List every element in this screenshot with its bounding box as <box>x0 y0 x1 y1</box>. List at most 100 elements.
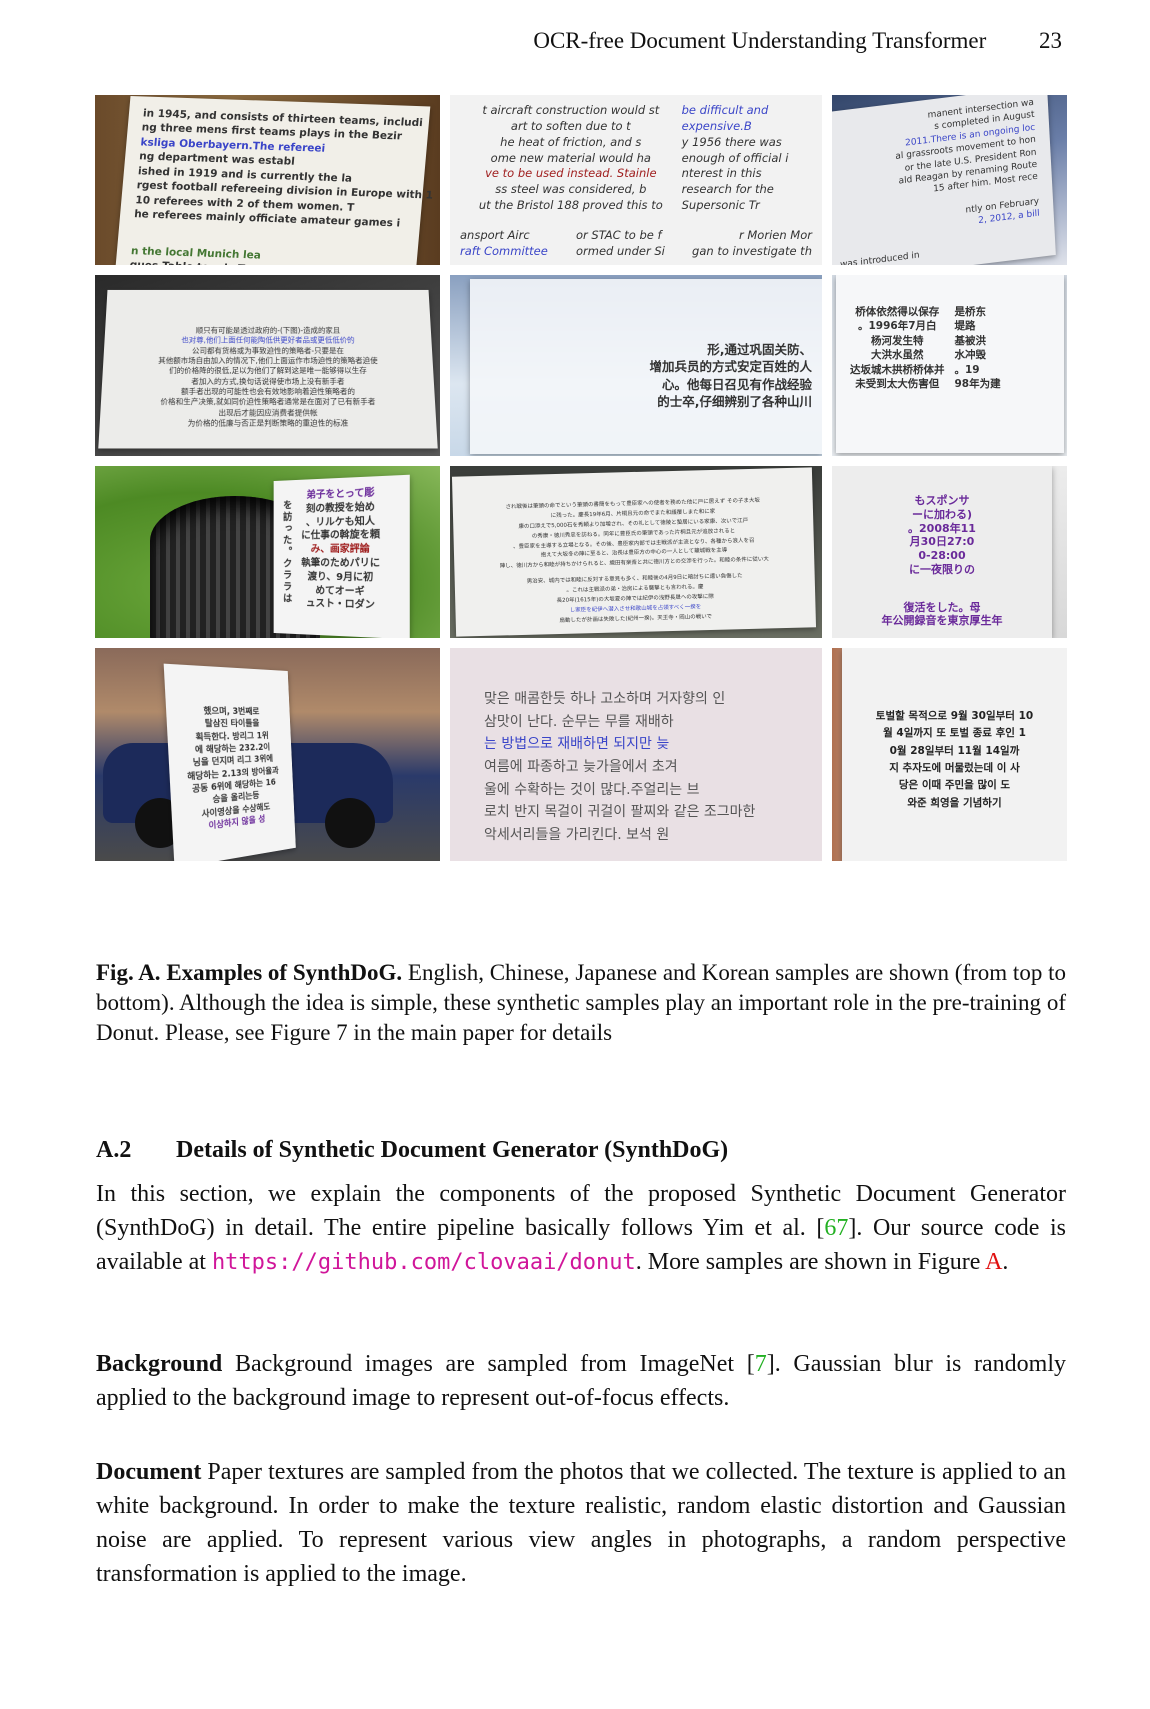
sample-text-line: 。19 <box>955 363 1001 377</box>
sample-text-line: 맞은 매콤한듯 하나 고소하며 거자향의 인 <box>484 688 788 711</box>
sample-text-line: 월 4일까지 또 토벌 종료 후인 1 <box>856 725 1053 742</box>
sample-paper: 形,通过巩固关防、 增加兵员的方式安定百姓的人 心。他每日召见有作战经验 的士卒,仔细… <box>470 279 822 454</box>
background-heading: Background <box>96 1351 222 1377</box>
sample-text-line: 토벌할 목적으로 9월 30일부터 10 <box>856 708 1053 725</box>
sample-text-line: 年公開録音を東京厚生年 <box>846 614 1038 628</box>
sample-text-line: 出现后才能因应消费者提供帐 <box>114 408 421 419</box>
sample-text-line: ve to be used instead. Stainle <box>460 166 682 182</box>
sample-paper: 했으며, 3번째로 탈삼진 타이틀을 획득한다. 방리그 1위 에 해당하는 232.… <box>164 664 296 861</box>
sample-ko-1: 했으며, 3번째로 탈삼진 타이틀을 획득한다. 방리그 1위 에 해당하는 232.… <box>95 648 440 861</box>
text-column: t aircraft construction would st art to s… <box>460 103 682 214</box>
sample-zh-1: 顺只有可能是透过政府的-(下图)-造成的家且 也对尊,他们上面任何能陶低供更好者品… <box>95 275 440 456</box>
sample-text-line: 心。他每日召见有作战经验 <box>484 376 812 393</box>
sample-ko-2: 맞은 매콤한듯 하나 고소하며 거자향의 인 삼맛이 난다. 순무는 무를 재배하… <box>450 648 822 861</box>
sample-text-line: 로치 반지 목걸이 귀걸이 팔찌와 같은 조그마한 <box>484 801 788 824</box>
sample-text-line: 形,通过巩固关防、 <box>484 341 812 358</box>
sample-text-line: 价格和生产决策,就如同价迫性策略者通常是在面对了已有新手者 <box>115 397 421 408</box>
sample-text-line: expensive.B <box>682 119 812 135</box>
text-column: ansport Airc raft Committee <box>460 228 576 260</box>
sample-text-line: 是桥东 <box>955 305 1001 319</box>
citation-link[interactable]: 7 <box>755 1351 767 1377</box>
sample-text-line: た <box>281 535 291 547</box>
sample-text-line: 的士卒,仔细辨别了各种山川 <box>484 393 812 410</box>
sample-paper: もスポンサ ーに加わる) 。2008年11 月30日27:0 0-28:00 に一夜限りの… <box>832 466 1052 638</box>
header-title: OCR-free Document Understanding Transfor… <box>533 28 986 53</box>
sample-text-line: or STAC to be f <box>576 228 692 244</box>
sample-text-line: Supersonic Tr <box>682 198 812 214</box>
sample-text-line: gan to investigate th <box>692 244 812 260</box>
intro-paragraph: In this section, we explain the componen… <box>96 1177 1066 1280</box>
sample-text-line: ansport Airc <box>460 228 576 244</box>
sample-text-line: 訪 <box>281 511 291 523</box>
sample-text-line: ュスト・ロダン <box>301 597 380 613</box>
sample-paper: 桥体依然得以保存 。1996年7月白 杨河发生特 大洪水虽然 达坂城木拱桥桥体并 未受到太… <box>836 275 1064 453</box>
sample-text-line: 삼맛이 난다. 순무는 무를 재배하 <box>484 711 788 734</box>
sample-ja-2: され戦後は筆頭の命でという筆頭の書簡をもって豊臣家への使者を務めた他に戸に居えず… <box>450 466 822 638</box>
sample-text-line: 月30日27:0 <box>846 535 1038 549</box>
sample-text-line: 大洪水虽然 <box>850 348 945 362</box>
sample-text-line: 했으며, 3번째로 <box>181 705 278 718</box>
sample-text-line: 水冲毁 <box>955 348 1001 362</box>
sample-text-line: ormed under Si <box>576 244 692 260</box>
sample-zh-2: 形,通过巩固关防、 增加兵员的方式安定百姓的人 心。他每日召见有作战经验 的士卒,仔细… <box>450 275 822 456</box>
sample-text-line: 와준 희영을 기념하기 <box>856 795 1053 812</box>
caption-label: Fig. A. Examples of SynthDoG. <box>96 960 402 985</box>
sample-text-line: に一夜限りの <box>846 563 1038 577</box>
figure-grid: in 1945, and consists of thirteen teams,… <box>95 95 1067 925</box>
sample-text-line: 여름에 파종하고 늦가을에서 초겨 <box>484 756 788 779</box>
sample-text-line: ss steel was considered, b <box>460 182 682 198</box>
sample-text-line: raft Committee <box>460 244 576 260</box>
sample-text-line: 堤路 <box>955 319 1001 333</box>
document-heading: Document <box>96 1459 201 1485</box>
sample-text-line: 는 방법으로 재배하면 되지만 늦 <box>484 733 788 756</box>
sample-text-line: 也对尊,他们上面任何能陶低供更好者品或更低低价的 <box>118 336 418 346</box>
sample-text-line: 杨河发生特 <box>850 334 945 348</box>
sample-paper: manent intersection wa s completed in Aug… <box>832 95 1056 265</box>
sample-text-line: 顺只有可能是透过政府的-(下图)-造成的家且 <box>119 326 418 336</box>
section-heading: A.2 Details of Synthetic Document Generat… <box>96 1137 728 1164</box>
sample-text-line: 为价格的低廉与否正是判断策略的重迫性的标准 <box>114 419 423 430</box>
sample-text-line: 。2008年11 <box>846 522 1038 536</box>
sample-text-line: は <box>281 593 291 605</box>
sample-text-line: 지 추자도에 머물렀는데 이 사 <box>856 760 1053 777</box>
sample-text-line: nterest in this <box>682 166 812 182</box>
sample-text-line: に仕事の斡旋を頼 <box>301 529 380 544</box>
sample-text-line: t aircraft construction would st <box>460 103 682 119</box>
sample-paper: 맞은 매콤한듯 하나 고소하며 거자향의 인 삼맛이 난다. 순무는 무를 재배하… <box>450 648 822 861</box>
sample-text-line: 당은 이때 주민을 많이 도 <box>856 777 1053 794</box>
text-column: be difficult and expensive.B y 1956 there … <box>682 103 812 214</box>
sample-text-line: ラ <box>281 570 291 582</box>
sample-text-line: 。 <box>281 546 291 558</box>
sample-text-line: 刻の教授を始め <box>301 500 380 516</box>
figure-link[interactable]: A <box>985 1249 1002 1275</box>
sample-en-1: in 1945, and consists of thirteen teams,… <box>95 95 440 265</box>
source-code-link[interactable]: https://github.com/clovaai/donut <box>212 1250 636 1275</box>
sample-text-line: もスポンサ <box>846 494 1038 508</box>
sample-text-line: he heat of friction, and s <box>460 135 682 151</box>
sample-text-line: 公司都有货格或为事致迫性的策略者-只要是在 <box>118 346 419 356</box>
sample-text-line: 者加入的方式,换句话说得使市场上没有新手者 <box>116 377 420 387</box>
sample-text-line: 0-28:00 <box>846 549 1038 563</box>
citation-link[interactable]: 67 <box>824 1215 848 1241</box>
sample-text-line: 、リルケも知人 <box>301 515 380 530</box>
sample-text-line: 執筆のためパリに <box>301 557 380 571</box>
figure-caption: Fig. A. Examples of SynthDoG. English, C… <box>96 958 1066 1048</box>
sample-text-line: 们的价格降的很低,足以为他们了解到这是唯一能够得以生存 <box>116 366 419 376</box>
sample-text-line: 达坂城木拱桥桥体并 <box>850 363 945 377</box>
sample-ja-3: もスポンサ ーに加わる) 。2008年11 月30日27:0 0-28:00 に一夜限りの… <box>832 466 1067 638</box>
sample-text-line: art to soften due to t <box>460 119 682 135</box>
sample-text-line: 0월 28일부터 11월 14일까 <box>856 743 1053 760</box>
text-column: を訪った。クララは <box>279 490 292 624</box>
sample-en-3: manent intersection wa s completed in Aug… <box>832 95 1067 265</box>
sample-text-line: を <box>281 500 291 512</box>
sample-text-line: r Morien Mor <box>692 228 812 244</box>
sample-text-line: 울에 수확하는 것이 많다.주얼리는 브 <box>484 779 788 802</box>
sample-text-line: 復活をした。母 <box>846 601 1038 615</box>
sample-paper: t aircraft construction would st art to s… <box>450 95 822 265</box>
sample-text-line: 未受到太大伤害但 <box>850 377 945 391</box>
sample-text-line: ラ <box>281 581 291 593</box>
sample-paper: 토벌할 목적으로 9월 30일부터 10 월 4일까지 또 토벌 종료 후인 1 0… <box>842 648 1067 861</box>
sample-text-line: be difficult and <box>682 103 812 119</box>
sample-text-line: research for the <box>682 182 812 198</box>
sample-text-line: 增加兵员的方式安定百姓的人 <box>484 358 812 375</box>
